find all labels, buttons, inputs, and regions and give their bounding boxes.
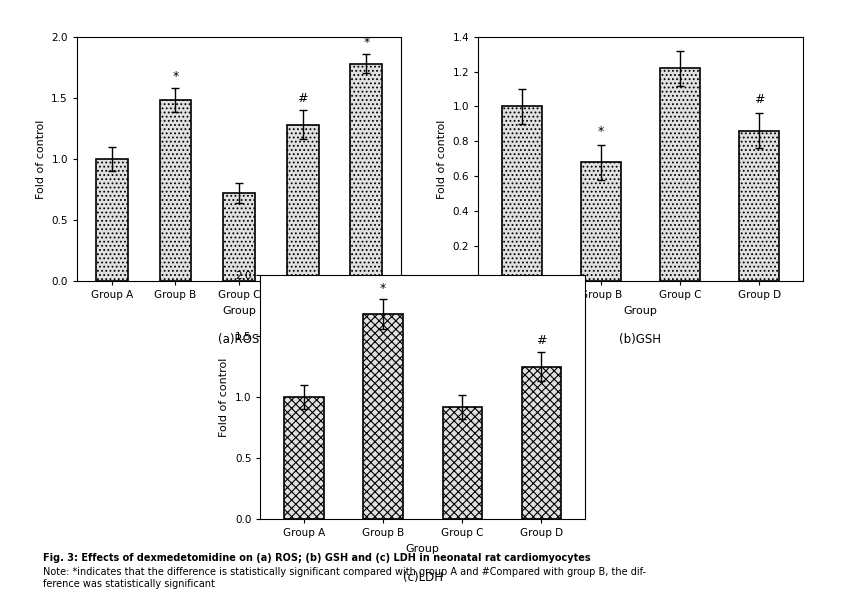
Text: #: # [753, 93, 763, 106]
Text: Fig. 3: Effects of dexmedetomidine on (a) ROS; (b) GSH and (c) LDH in neonatal r: Fig. 3: Effects of dexmedetomidine on (a… [43, 553, 589, 563]
Bar [521, 367, 560, 519]
Bar [363, 314, 403, 519]
Bar [739, 131, 778, 281]
X-axis label: Group: Group [222, 306, 256, 316]
Bar [350, 64, 382, 281]
Bar [442, 407, 482, 519]
Text: #: # [536, 334, 546, 347]
Text: *: * [363, 36, 369, 49]
Bar [659, 68, 699, 281]
Bar [502, 106, 541, 281]
Text: #: # [297, 92, 308, 105]
Bar [284, 397, 323, 519]
Y-axis label: Fold of control: Fold of control [219, 357, 229, 437]
Text: *: * [172, 70, 178, 83]
Text: ference was statistically significant: ference was statistically significant [43, 579, 214, 589]
Text: *: * [380, 282, 386, 295]
Bar [287, 125, 318, 281]
Bar [96, 159, 128, 281]
X-axis label: Group: Group [623, 306, 657, 316]
Text: (c)LDH: (c)LDH [403, 571, 442, 584]
Bar [160, 100, 191, 281]
Text: Note: *indicates that the difference is statistically significant compared with : Note: *indicates that the difference is … [43, 567, 645, 577]
Bar [223, 193, 255, 281]
Text: (a)ROS: (a)ROS [218, 333, 259, 346]
Text: (b)GSH: (b)GSH [618, 333, 661, 346]
Y-axis label: Fold of control: Fold of control [36, 119, 45, 199]
Bar [580, 163, 620, 281]
Text: *: * [597, 125, 603, 138]
X-axis label: Group: Group [405, 544, 439, 554]
Y-axis label: Fold of control: Fold of control [437, 119, 446, 199]
